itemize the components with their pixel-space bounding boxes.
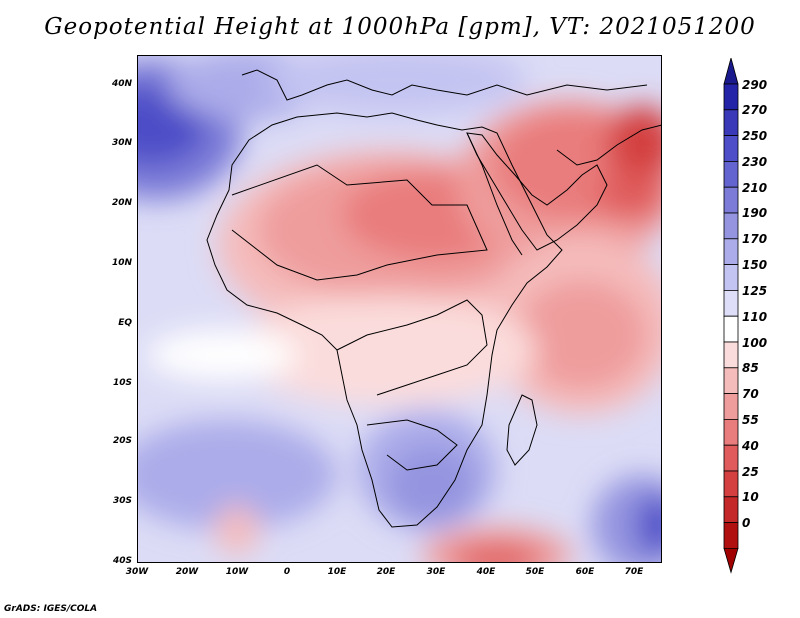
colorbar-label: 210: [742, 181, 768, 195]
lat-label: 40N: [111, 79, 132, 89]
colorbar-swatch: [723, 238, 739, 266]
southern-africa-core: [387, 445, 477, 525]
lat-label: 20S: [112, 436, 132, 446]
southern-low-core: [452, 545, 542, 563]
colorbar-label: 0: [742, 516, 751, 530]
colorbar-swatch: [723, 444, 739, 472]
colorbar-swatch: [723, 496, 739, 523]
colorbar-swatch: [723, 83, 739, 111]
colorbar-swatch: [723, 264, 739, 291]
lat-label: 40S: [112, 556, 132, 566]
footer-credit: GrADS: IGES/COLA: [4, 604, 98, 614]
coastlines: [206, 69, 662, 528]
pakistan: [597, 170, 662, 220]
colorbar-label: 170: [742, 232, 768, 246]
colorbar-label: 25: [742, 465, 759, 479]
colorbar-top-arrow: [723, 58, 739, 85]
atlantic-transition: [147, 330, 297, 380]
europe-coastline: [241, 69, 648, 101]
colorbar-label: 290: [742, 78, 768, 92]
colorbar-label: 125: [742, 284, 768, 298]
sw-low: [215, 505, 259, 555]
lat-label: 10N: [111, 258, 132, 268]
colorbar-swatch: [723, 393, 739, 420]
colorbar-swatch: [723, 135, 739, 162]
colorbar-label: 70: [742, 387, 759, 401]
colorbar-label: 270: [742, 103, 768, 117]
chart-title: Geopotential Height at 1000hPa [gpm], VT…: [44, 14, 756, 40]
colorbar-swatch: [723, 289, 739, 317]
map-frame: [137, 55, 662, 563]
colorbar-swatch: [723, 418, 739, 446]
colorbar-label: 40: [742, 439, 759, 453]
colorbar-label: 190: [742, 206, 768, 220]
lon-label: 60E: [575, 567, 595, 577]
lon-label: 20E: [376, 567, 396, 577]
colorbar-swatch: [723, 161, 739, 188]
colorbar-label: 100: [742, 336, 768, 350]
south-atlantic: [137, 420, 337, 530]
colorbar-swatch: [723, 522, 739, 549]
colorbar-label: 110: [742, 310, 768, 324]
lat-label: 30N: [111, 138, 132, 148]
se-high-core: [637, 495, 662, 555]
lon-label: 70E: [624, 567, 644, 577]
colorbar-label: 85: [742, 361, 759, 375]
equatorial-africa: [237, 295, 537, 405]
sahara-borders: [231, 164, 488, 281]
iran-core: [607, 105, 662, 185]
colorbar-label: 55: [742, 413, 759, 427]
africa-coastline: [206, 112, 563, 528]
lon-label: 10E: [327, 567, 347, 577]
colorbar-label: 250: [742, 129, 768, 143]
colorbar-swatch: [723, 212, 739, 240]
lat-label: 20N: [111, 198, 132, 208]
lon-label: 50E: [525, 567, 545, 577]
colorbar-swatch: [723, 315, 739, 343]
colorbar-label: 150: [742, 258, 768, 272]
lon-label: 20W: [175, 567, 199, 577]
lat-label: 10S: [112, 378, 132, 388]
map-area: [137, 55, 662, 563]
red-sea: [466, 132, 523, 256]
lon-label: 40E: [476, 567, 496, 577]
europe-region: [267, 55, 527, 115]
colorbar-swatch: [723, 109, 739, 136]
lat-label: EQ: [118, 318, 132, 328]
colorbar-swatch: [723, 367, 739, 394]
colorbar-swatch: [723, 341, 739, 369]
indian-ocean-core: [517, 280, 647, 390]
arabia-coastline: [466, 132, 608, 251]
southern-borders: [366, 419, 458, 471]
lon-label: 0: [283, 567, 291, 577]
colorbar: [723, 58, 739, 574]
gulf-coast: [556, 124, 662, 166]
lon-label: 10W: [225, 567, 249, 577]
lat-label: 30S: [112, 496, 132, 506]
lon-label: 30W: [125, 567, 149, 577]
madagascar-coastline: [506, 394, 538, 466]
colorbar-swatch: [723, 186, 739, 214]
colorbar-bottom-arrow: [723, 547, 739, 574]
central-borders: [336, 299, 488, 396]
lon-label: 30E: [426, 567, 446, 577]
colorbar-label: 10: [742, 490, 759, 504]
colorbar-swatch: [723, 470, 739, 498]
colorbar-label: 230: [742, 155, 768, 169]
